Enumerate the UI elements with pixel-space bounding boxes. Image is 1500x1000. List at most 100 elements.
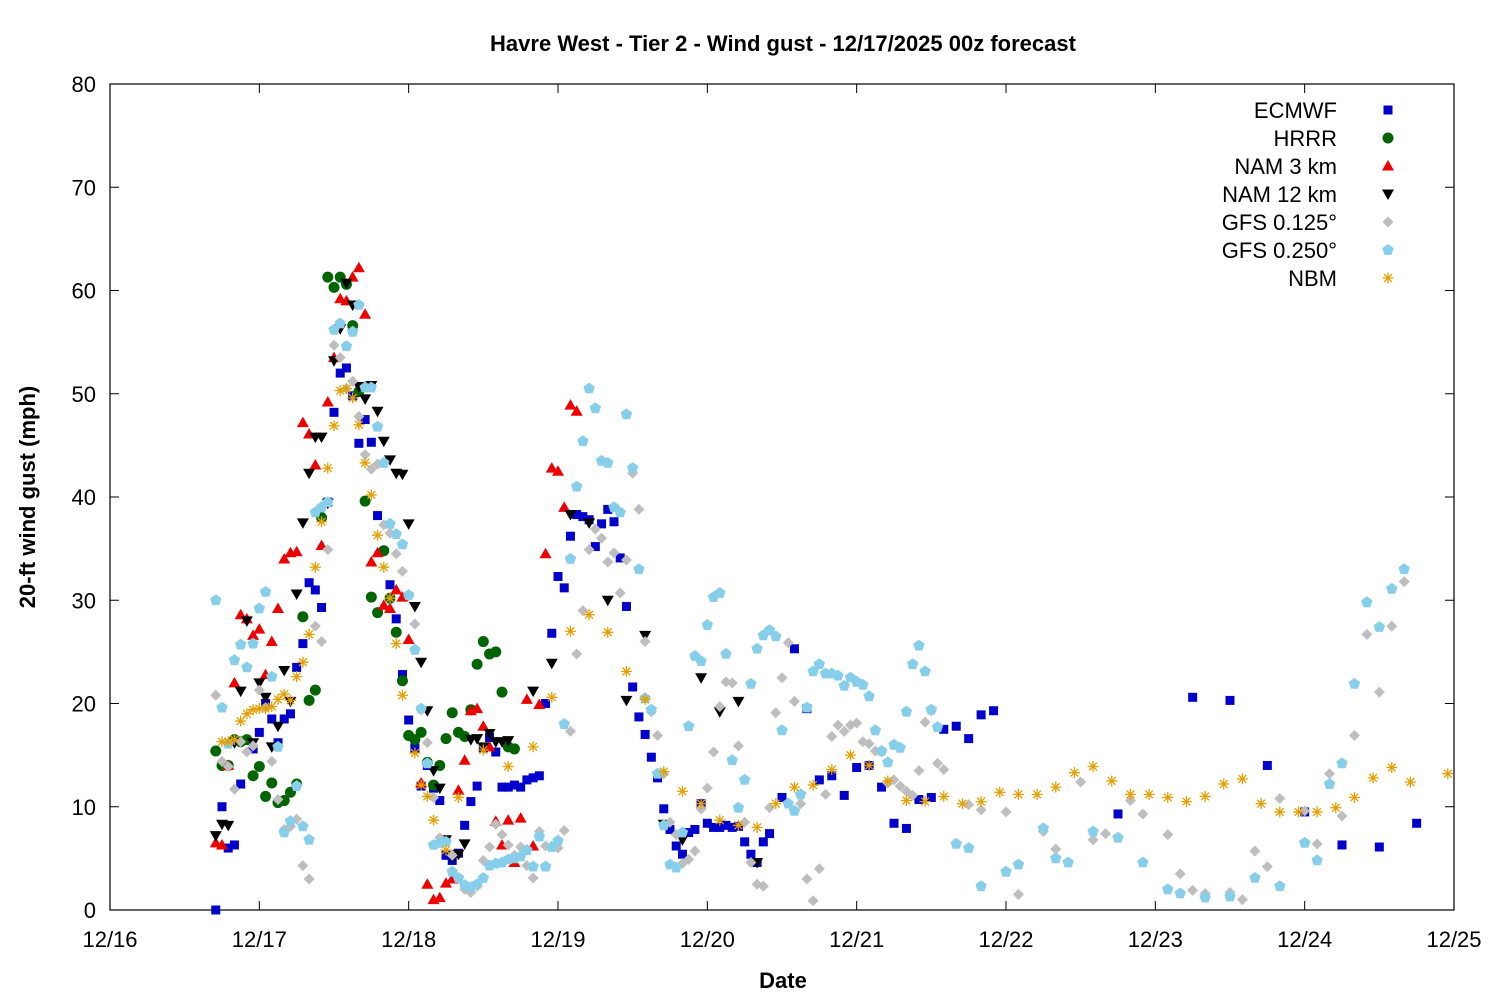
data-point bbox=[266, 670, 278, 682]
data-point bbox=[253, 678, 266, 689]
data-point bbox=[1100, 828, 1112, 840]
data-point bbox=[483, 740, 496, 752]
data-point bbox=[253, 602, 265, 614]
data-point bbox=[241, 746, 253, 758]
data-point bbox=[235, 638, 247, 650]
data-point bbox=[303, 468, 316, 480]
data-point bbox=[577, 605, 589, 617]
data-point bbox=[1162, 829, 1174, 841]
data-point bbox=[247, 704, 259, 716]
data-point bbox=[758, 837, 768, 847]
data-point bbox=[396, 689, 408, 701]
data-point bbox=[471, 734, 484, 745]
data-point bbox=[528, 773, 538, 783]
data-point bbox=[321, 396, 334, 407]
data-point bbox=[844, 749, 856, 761]
data-point bbox=[801, 873, 813, 885]
data-point bbox=[620, 554, 632, 566]
data-point bbox=[334, 385, 346, 397]
data-point bbox=[827, 771, 837, 781]
data-point bbox=[956, 798, 968, 810]
data-point bbox=[577, 435, 589, 447]
data-point bbox=[640, 729, 650, 739]
data-point bbox=[309, 620, 321, 632]
data-point bbox=[210, 745, 222, 757]
data-point bbox=[683, 853, 695, 865]
data-point bbox=[1249, 845, 1261, 857]
x-axis-label: Date bbox=[759, 968, 807, 993]
data-point bbox=[1274, 806, 1286, 818]
data-point bbox=[1274, 792, 1286, 804]
x-tick-label: 12/24 bbox=[1277, 927, 1332, 952]
data-point bbox=[427, 766, 440, 777]
data-point bbox=[460, 820, 470, 830]
data-point bbox=[620, 665, 632, 677]
data-point bbox=[882, 756, 894, 768]
data-point bbox=[746, 849, 756, 859]
data-point bbox=[235, 736, 247, 748]
data-point bbox=[533, 830, 545, 842]
data-point bbox=[365, 489, 377, 501]
data-point bbox=[328, 339, 340, 351]
data-point bbox=[415, 702, 427, 714]
x-tick-label: 12/19 bbox=[530, 927, 585, 952]
data-point bbox=[913, 639, 925, 651]
data-point bbox=[353, 299, 365, 310]
data-point bbox=[670, 861, 682, 873]
data-point bbox=[901, 823, 911, 833]
data-point bbox=[751, 642, 763, 654]
data-point bbox=[297, 656, 309, 668]
data-point bbox=[508, 743, 520, 755]
data-point bbox=[291, 780, 303, 791]
data-point bbox=[913, 765, 925, 777]
data-point bbox=[620, 695, 633, 707]
data-point bbox=[975, 804, 987, 816]
data-point bbox=[788, 804, 801, 816]
data-point bbox=[509, 780, 519, 790]
data-point bbox=[1311, 854, 1323, 866]
data-point bbox=[609, 517, 619, 527]
data-point bbox=[409, 618, 421, 630]
data-point bbox=[900, 795, 912, 807]
data-point bbox=[894, 780, 906, 792]
data-point bbox=[254, 727, 264, 737]
data-point bbox=[597, 519, 607, 529]
data-point bbox=[396, 565, 408, 577]
legend-label: NAM 12 km bbox=[1222, 182, 1337, 207]
data-point bbox=[371, 546, 384, 558]
data-point bbox=[384, 592, 396, 604]
data-point bbox=[452, 872, 465, 883]
data-point bbox=[813, 658, 825, 670]
legend-label: NAM 3 km bbox=[1234, 154, 1337, 179]
data-point bbox=[621, 601, 631, 611]
data-point bbox=[633, 563, 645, 575]
data-point bbox=[415, 726, 427, 738]
data-point bbox=[763, 624, 776, 635]
data-point bbox=[1218, 778, 1230, 790]
data-point bbox=[838, 725, 850, 737]
data-point bbox=[1361, 596, 1373, 608]
data-point bbox=[770, 707, 782, 719]
data-point bbox=[732, 801, 745, 813]
data-point bbox=[522, 775, 532, 785]
data-point bbox=[813, 863, 825, 875]
data-point bbox=[695, 655, 707, 666]
data-point bbox=[228, 783, 240, 795]
data-point bbox=[241, 661, 253, 673]
data-point bbox=[788, 695, 800, 707]
data-point bbox=[490, 818, 502, 830]
data-point bbox=[241, 708, 253, 720]
data-point bbox=[1075, 776, 1087, 788]
data-point bbox=[1068, 767, 1080, 779]
data-point bbox=[1361, 628, 1373, 640]
series-nam-12-km bbox=[209, 278, 764, 869]
data-point bbox=[814, 775, 824, 785]
data-point bbox=[435, 796, 445, 806]
data-point bbox=[863, 690, 875, 702]
legend-marker bbox=[1382, 216, 1394, 228]
data-point bbox=[390, 548, 402, 560]
data-point bbox=[267, 714, 277, 724]
data-point bbox=[353, 419, 365, 431]
data-point bbox=[391, 614, 401, 624]
data-point bbox=[751, 821, 763, 833]
